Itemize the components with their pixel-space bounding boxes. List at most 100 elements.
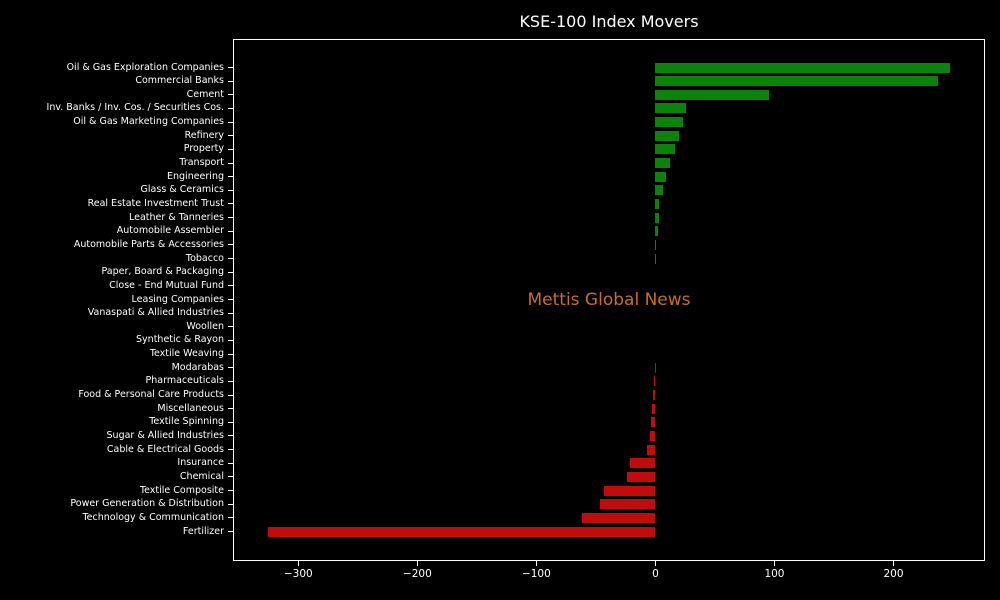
category-label: Sugar & Allied Industries [106,429,224,441]
x-tick [297,560,299,566]
y-tick [228,203,234,205]
x-tick [773,560,775,566]
category-label: Textile Weaving [149,348,224,360]
y-tick [228,435,234,437]
y-tick [228,176,234,178]
category-label: Textile Composite [139,484,224,496]
plot-area: Mettis Global News Oil & Gas Exploration… [47,39,985,580]
bar-chemical [626,471,656,482]
bar-automobile-assembler [655,226,658,237]
x-tick [893,560,895,566]
category-label: Chemical [179,470,224,482]
bar-sugar-allied-industries [649,430,656,441]
category-label: Commercial Banks [135,75,224,87]
y-tick [228,517,234,519]
category-label: Pharmaceuticals [145,375,224,387]
y-tick [228,135,234,137]
y-tick [228,326,234,328]
category-label: Glass & Ceramics [140,184,224,196]
y-tick [228,394,234,396]
x-tick-label: −100 [521,568,551,580]
bar-oil-gas-marketing-companies [655,117,683,128]
category-label: Inv. Banks / Inv. Cos. / Securities Cos. [46,102,224,114]
y-tick [228,299,234,300]
category-label: Technology & Communication [82,511,224,523]
y-tick [228,462,234,464]
category-label: Synthetic & Rayon [136,334,224,346]
x-tick-label: −200 [402,568,432,580]
category-label: Automobile Parts & Accessories [73,238,224,250]
category-label: Engineering [167,170,224,182]
category-label: Real Estate Investment Trust [87,197,224,209]
y-tick [228,189,234,191]
category-label: Leasing Companies [131,293,224,305]
y-tick [228,107,234,109]
category-label: Paper, Board & Packaging [101,266,224,278]
category-label: Property [183,143,224,155]
x-tick-label: 200 [883,568,904,580]
x-tick [416,560,418,566]
bar-miscellaneous [651,403,656,414]
bar-refinery [655,130,680,141]
y-tick [228,121,234,123]
bar-leather-tanneries [655,212,659,223]
bar-tobacco [655,253,657,264]
y-tick [228,312,234,314]
bar-automobile-parts-accessories [655,239,657,250]
y-tick [228,217,234,219]
y-tick [228,230,234,232]
category-label: Woollen [186,320,224,332]
bar-glass-ceramics [655,185,664,196]
y-tick [228,490,234,492]
y-tick [228,285,234,287]
category-label: Refinery [184,129,224,141]
bar-cable-electrical-goods [646,444,656,455]
bar-property [655,144,676,155]
bar-engineering [655,171,666,182]
bar-food-personal-care-products [653,390,656,401]
watermark-text: Mettis Global News [527,290,691,310]
bar-fertilizer [267,526,656,537]
y-tick [228,353,234,355]
bar-textile-composite [603,485,656,496]
x-tick-label: 0 [652,568,659,580]
y-tick [228,162,234,164]
bar-cement [655,89,769,100]
category-label: Textile Spinning [149,416,224,428]
bar-real-estate-investment-trust [655,198,660,209]
y-tick [228,531,234,532]
y-tick [228,367,234,369]
category-label: Cable & Electrical Goods [106,443,224,455]
category-label: Transport [179,157,224,169]
category-label: Food & Personal Care Products [78,389,224,401]
bar-insurance [630,458,656,469]
x-tick [654,560,656,566]
category-label: Oil & Gas Marketing Companies [73,116,224,128]
y-tick [228,148,234,150]
y-tick [228,271,234,273]
y-tick [228,476,234,478]
y-tick [228,380,234,382]
category-label: Vanaspati & Allied Industries [87,307,224,319]
category-label: Power Generation & Distribution [70,498,224,510]
x-tick-label: −300 [283,568,313,580]
chart-title: KSE-100 Index Movers [519,12,699,31]
y-tick [228,503,234,505]
y-tick [228,421,234,423]
bar-technology-communication [581,512,656,523]
bar-inv-banks-inv-cos-securities-cos [655,103,687,114]
category-label: Tobacco [185,252,224,264]
y-tick [228,408,234,410]
category-label: Miscellaneous [157,402,224,414]
bar-modarabas [654,362,656,373]
category-label: Close - End Mutual Fund [109,279,224,291]
category-label: Insurance [177,457,224,469]
bar-power-generation-distribution [600,499,656,510]
category-label: Fertilizer [182,525,224,537]
y-tick [228,67,234,68]
bar-oil-gas-exploration-companies [655,62,950,73]
y-tick [228,258,234,260]
x-tick [535,560,537,566]
category-label: Modarabas [171,361,224,373]
